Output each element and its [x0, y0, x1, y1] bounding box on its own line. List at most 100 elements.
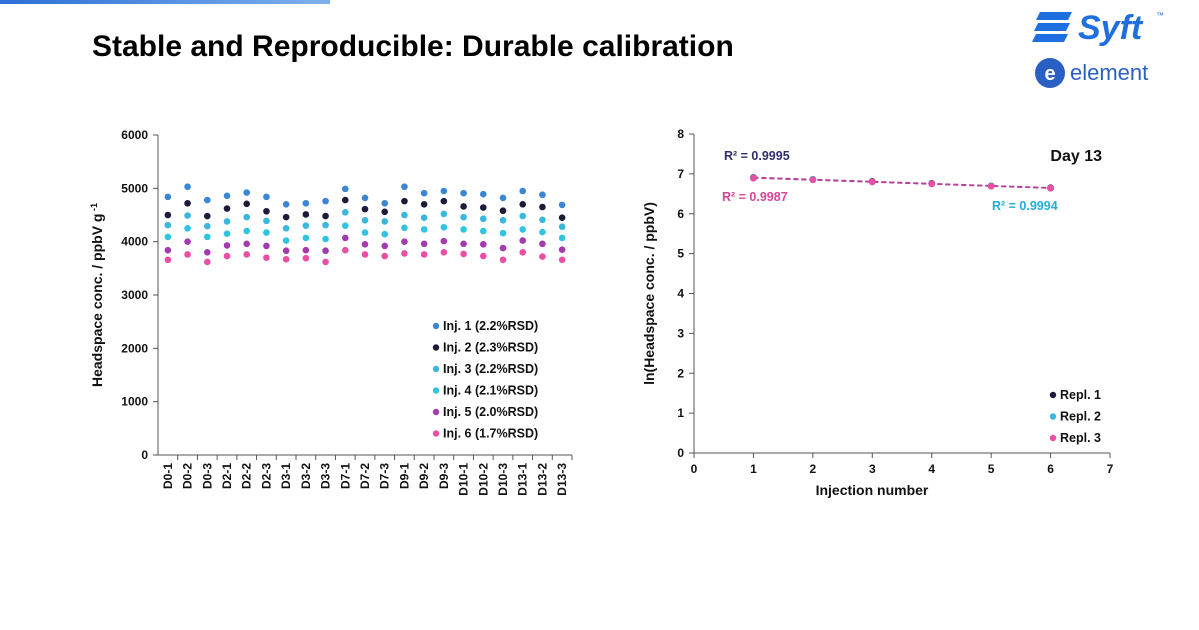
- data-point: [322, 197, 329, 205]
- data-point: [302, 254, 310, 262]
- data-point: [243, 189, 251, 196]
- data-point: [341, 209, 349, 216]
- data-point: [519, 201, 527, 208]
- y-tick-label: 6000: [121, 128, 148, 142]
- data-point: [420, 189, 428, 197]
- y-tick-label: 3: [677, 326, 684, 340]
- legend-marker: [1049, 391, 1057, 399]
- data-point: [460, 240, 467, 248]
- data-point: [460, 226, 467, 233]
- data-point: [203, 249, 211, 256]
- data-point: [361, 241, 369, 248]
- data-point: [203, 196, 211, 204]
- x-tick-label: 2: [810, 462, 817, 476]
- slide-title: Stable and Reproducible: Durable calibra…: [92, 30, 734, 63]
- r-squared-annotation: R² = 0.9995: [724, 149, 790, 163]
- legend-marker: [1049, 434, 1057, 442]
- data-point: [558, 234, 566, 242]
- x-tick-label: D7-1: [338, 463, 352, 489]
- data-point: [361, 205, 369, 213]
- data-point: [263, 254, 270, 261]
- data-point: [243, 213, 251, 221]
- data-point: [499, 217, 507, 224]
- data-point: [184, 183, 191, 191]
- data-point: [479, 215, 487, 223]
- data-point: [381, 208, 389, 216]
- data-point: [341, 246, 349, 254]
- data-point: [243, 240, 251, 248]
- data-point: [263, 229, 270, 236]
- y-axis-label-superscript: -1: [89, 203, 99, 214]
- x-tick-label: D10-2: [476, 463, 490, 496]
- data-point: [184, 199, 191, 207]
- x-tick-label: D9-2: [417, 463, 431, 489]
- r-squared-annotation: R² = 0.9987: [722, 190, 788, 204]
- syft-logo: Syft ™: [1032, 9, 1164, 46]
- data-point: [499, 256, 507, 264]
- legend-label: Inj. 1 (2.2%RSD): [443, 319, 538, 333]
- svg-text:e: e: [1044, 63, 1055, 85]
- data-point: [263, 193, 270, 201]
- data-point: [519, 237, 527, 244]
- y-tick-label: 0: [677, 446, 684, 460]
- legend-label: Repl. 3: [1060, 431, 1101, 445]
- data-point: [420, 214, 428, 221]
- x-tick-label: D9-1: [397, 463, 411, 489]
- data-point: [243, 251, 251, 258]
- x-tick-label: D0-3: [200, 463, 214, 489]
- x-tick-label: 7: [1107, 462, 1114, 476]
- syft-mark-icon: [1032, 12, 1072, 42]
- data-point: [302, 234, 310, 242]
- x-tick-label: D9-3: [437, 463, 451, 489]
- data-point: [519, 249, 527, 256]
- data-point: [519, 212, 527, 220]
- y-tick-label: 5000: [121, 181, 148, 195]
- data-point: [460, 213, 467, 221]
- data-point: [381, 218, 389, 225]
- data-point: [243, 227, 251, 235]
- y-tick-label: 1: [677, 406, 684, 420]
- x-tick-label: D2-1: [220, 463, 234, 489]
- x-tick-label: 1: [750, 462, 757, 476]
- data-point: [243, 200, 251, 208]
- data-point: [164, 211, 172, 219]
- data-point: [539, 253, 546, 260]
- data-point: [401, 250, 408, 257]
- data-point: [223, 242, 231, 249]
- x-tick-label: D0-2: [181, 463, 195, 489]
- data-point: [479, 204, 487, 211]
- y-tick-label: 8: [677, 127, 684, 141]
- x-tick-label: D10-3: [496, 463, 510, 496]
- x-tick-label: D7-2: [358, 463, 372, 489]
- data-point: [223, 205, 231, 212]
- x-tick-label: 4: [928, 462, 935, 476]
- trendline: [753, 177, 1051, 189]
- data-point: [164, 193, 172, 201]
- y-tick-label: 2000: [121, 341, 148, 355]
- legend-marker: [432, 408, 440, 416]
- data-point: [302, 222, 310, 229]
- x-tick-label: D13-3: [555, 463, 569, 496]
- x-axis-label: Injection number: [816, 482, 929, 498]
- data-point: [282, 213, 290, 221]
- data-point: [479, 227, 487, 235]
- r-squared-annotation: R² = 0.9994: [992, 199, 1058, 213]
- data-point: [223, 192, 231, 200]
- data-point: [868, 178, 876, 186]
- data-point: [361, 251, 369, 258]
- data-point: [203, 222, 211, 230]
- data-point: [440, 237, 448, 245]
- data-point: [420, 251, 428, 258]
- y-tick-label: 5: [677, 247, 684, 261]
- data-point: [440, 187, 448, 195]
- data-point: [479, 252, 487, 260]
- data-point: [223, 252, 231, 260]
- element-mark-icon: e: [1035, 58, 1065, 88]
- data-point: [341, 222, 349, 229]
- data-point: [928, 180, 936, 188]
- y-tick-label: 4000: [121, 235, 148, 249]
- data-point: [558, 246, 566, 253]
- data-point: [440, 223, 448, 231]
- top-accent-bar: [0, 0, 330, 4]
- data-point: [381, 242, 389, 250]
